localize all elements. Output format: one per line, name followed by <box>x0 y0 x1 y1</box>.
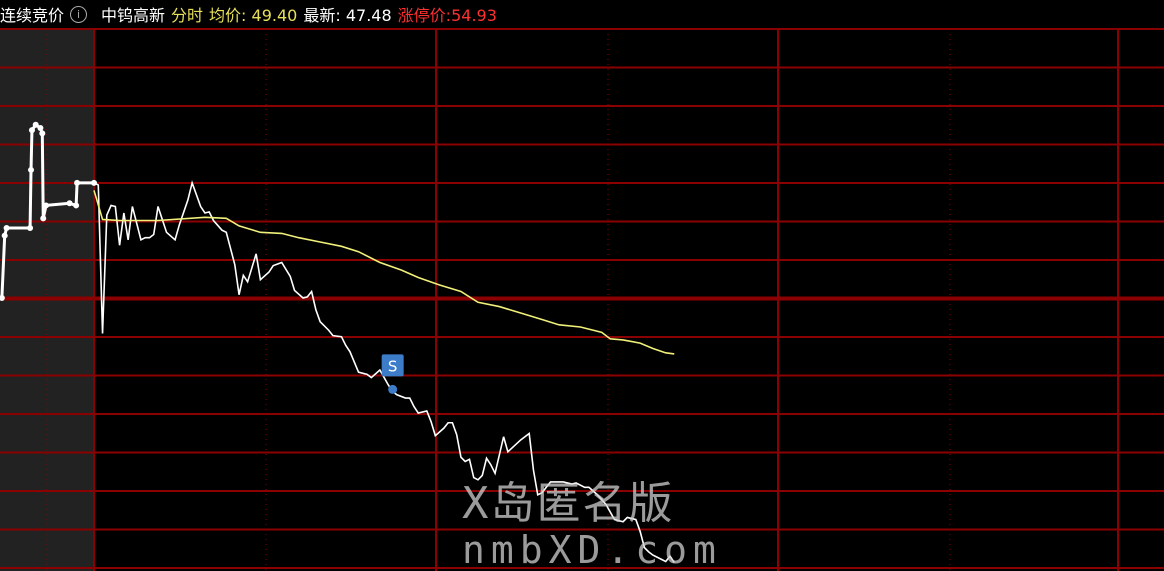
auction-point <box>37 124 44 131</box>
avg-label: 均价: <box>209 6 247 25</box>
auction-point <box>73 202 80 209</box>
auction-point <box>28 127 35 134</box>
watermark-line2: nmbXD.com <box>462 528 722 571</box>
limit-up-value: 54.93 <box>451 6 497 25</box>
signal-badge <box>381 354 404 377</box>
limit-up-label: 涨停价: <box>397 6 452 25</box>
auction-point <box>0 294 5 301</box>
auction-point <box>3 225 10 232</box>
auction-point <box>40 215 47 222</box>
signal-badge-label: S <box>388 357 398 375</box>
grid <box>0 28 1164 571</box>
auction-point <box>32 121 39 128</box>
auction-point <box>28 166 35 173</box>
signal-point <box>388 384 398 394</box>
mode-label: 连续竞价 <box>0 6 65 25</box>
view-label[interactable]: 分时 <box>171 6 204 25</box>
avg-value: 49.40 <box>251 6 298 25</box>
auction-point <box>43 202 50 209</box>
limit-up-price: 涨停价:54.93 <box>398 2 497 26</box>
auction-point <box>1 232 8 239</box>
latest-label: 最新: <box>303 6 341 25</box>
price-line <box>93 180 675 564</box>
auction-point <box>39 130 46 137</box>
latest-price: 最新: 47.48 <box>303 2 391 26</box>
auction-point <box>27 225 34 232</box>
stock-name: 中钨高新 <box>101 6 166 25</box>
auction-point <box>74 179 81 186</box>
latest-value: 47.48 <box>345 6 392 25</box>
chart-header: 连续竞价 i 中钨高新 分时 均价: 49.40 最新: 47.48 涨停价:5… <box>0 0 1164 28</box>
watermark-line1: X岛匿名版 <box>462 478 675 529</box>
average-price-line <box>93 190 675 355</box>
info-circle-icon[interactable]: i <box>70 5 88 23</box>
auction-point <box>66 200 73 207</box>
watermark: X岛匿名版 nmbXD.com <box>462 478 722 571</box>
avg-price: 均价: 49.40 <box>209 2 297 26</box>
